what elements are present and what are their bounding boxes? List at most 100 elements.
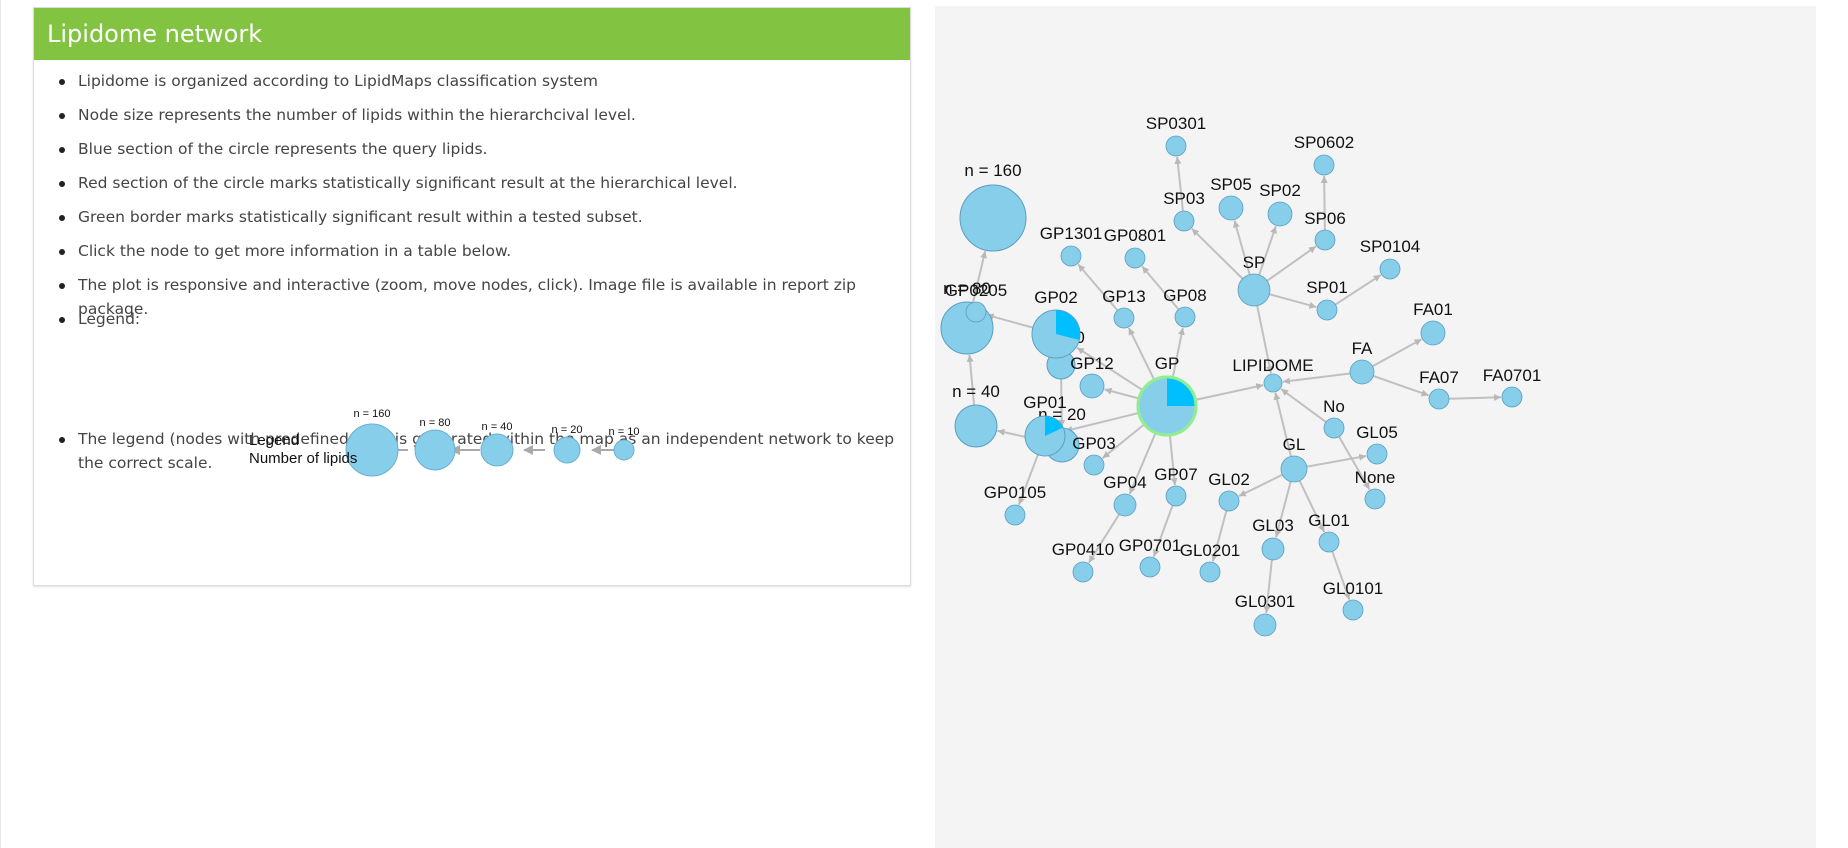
node-sp05[interactable]: SP05 [1210,175,1252,221]
node-circle[interactable] [1366,443,1388,465]
node-circle[interactable] [1261,537,1285,561]
node-circle[interactable] [1501,386,1523,408]
node-circle[interactable] [1139,556,1161,578]
node-sp02[interactable]: SP02 [1259,181,1301,227]
node-gp12[interactable]: GP12 [1070,354,1114,399]
node-gl03[interactable]: GL03 [1252,516,1294,561]
node-n160[interactable]: n = 160 [959,161,1027,252]
node-circle[interactable] [1113,493,1137,517]
node-circle[interactable] [1004,504,1026,526]
node-sp0301[interactable]: SP0301 [1146,114,1207,157]
edge-GP13-GP1301 [1077,263,1119,312]
edge-SP-SP02 [1258,225,1277,276]
node-sp01[interactable]: SP01 [1306,278,1348,321]
node-ring [1024,415,1066,457]
node-circle[interactable] [1314,229,1336,251]
node-label: GL02 [1208,470,1250,489]
node-circle[interactable] [1267,201,1293,227]
node-none[interactable]: None [1355,468,1396,510]
node-gl0101[interactable]: GL0101 [1323,579,1384,621]
node-label: n = 80 [943,279,991,298]
node-gp1301[interactable]: GP1301 [1040,224,1102,267]
legend-title-line2: Number of lipids [249,450,357,467]
node-sp[interactable]: SP [1237,253,1271,307]
node-gl[interactable]: GL [1280,435,1308,483]
edge-GL-GL02 [1238,473,1283,498]
node-circle[interactable] [1428,388,1450,410]
node-fa[interactable]: FA [1349,339,1375,385]
node-gp02[interactable]: GP02 [1031,288,1081,359]
node-gl0201[interactable]: GL0201 [1180,541,1241,583]
node-circle[interactable] [1379,258,1401,280]
node-sp0602[interactable]: SP0602 [1294,133,1355,176]
node-circle[interactable] [1237,273,1271,307]
node-circle[interactable] [1218,490,1240,512]
edge-GL-GL03 [1274,481,1292,538]
node-gp0410[interactable]: GP0410 [1052,540,1114,583]
node-gp13[interactable]: GP13 [1102,287,1146,329]
node-circle[interactable] [1323,417,1345,439]
node-circle[interactable] [1165,135,1187,157]
node-gl05[interactable]: GL05 [1356,423,1398,465]
node-gp0205[interactable]: GP0205 [945,281,1007,323]
node-gl01[interactable]: GL01 [1308,511,1350,553]
edge-No-LIPIDOME [1280,388,1327,423]
node-circle[interactable] [1199,561,1221,583]
node-gp01[interactable]: GP01 [1023,393,1067,457]
node-circle[interactable] [1124,247,1146,269]
node-gp04[interactable]: GP04 [1103,473,1147,517]
node-circle[interactable] [1280,455,1308,483]
node-gp0801[interactable]: GP0801 [1104,226,1166,269]
node-circle[interactable] [954,404,998,448]
node-circle[interactable] [1165,485,1187,507]
node-circle[interactable] [1113,307,1135,329]
node-sp0104[interactable]: SP0104 [1360,237,1421,280]
node-circle[interactable] [1342,599,1364,621]
node-fa01[interactable]: FA01 [1413,300,1453,346]
node-no[interactable]: No [1323,397,1345,439]
node-circle[interactable] [1083,454,1105,476]
bullet-legend: Legend: [59,307,898,331]
node-circle[interactable] [1072,561,1094,583]
node-gp03[interactable]: GP03 [1072,434,1116,476]
node-circle[interactable] [1174,306,1196,328]
node-circle[interactable] [1253,613,1277,637]
node-gp08[interactable]: GP08 [1163,286,1207,328]
edge-GP07-GP0701 [1152,505,1174,558]
node-gp07[interactable]: GP07 [1154,465,1198,507]
edge-n40-n80 [966,354,976,406]
node-circle[interactable] [1318,531,1340,553]
node-circle[interactable] [1079,373,1105,399]
node-label: SP0104 [1360,237,1421,256]
node-circle[interactable] [1218,195,1244,221]
node-label: GP0410 [1052,540,1114,559]
node-circle[interactable] [1316,299,1338,321]
node-sp03[interactable]: SP03 [1163,189,1205,232]
node-gl02[interactable]: GL02 [1208,470,1250,512]
node-circle[interactable] [1060,245,1082,267]
node-gl0301[interactable]: GL0301 [1235,592,1296,637]
node-circle[interactable] [1173,210,1195,232]
node-label: GL0301 [1235,592,1296,611]
node-sp06[interactable]: SP06 [1304,209,1346,251]
node-circle[interactable] [1349,359,1375,385]
node-n40[interactable]: n = 40 [952,382,1000,448]
node-gp0701[interactable]: GP0701 [1119,536,1181,578]
node-fa07[interactable]: FA07 [1419,368,1459,410]
node-circle[interactable] [1263,373,1283,393]
node-circle[interactable] [1313,154,1335,176]
node-gp0105[interactable]: GP0105 [984,483,1046,526]
edge-GP-GP01 [1065,411,1140,433]
node-circle[interactable] [1420,320,1446,346]
node-circle[interactable] [1364,488,1386,510]
node-circle[interactable] [965,301,987,323]
node-label: GP12 [1070,354,1113,373]
node-gp[interactable]: GP [1136,354,1198,437]
edge-GP02-GP0205 [986,313,1034,329]
node-fa0701[interactable]: FA0701 [1483,366,1542,408]
node-lipidome[interactable]: LIPIDOME [1232,356,1314,393]
node-circle[interactable] [959,184,1027,252]
node-label: SP05 [1210,175,1252,194]
